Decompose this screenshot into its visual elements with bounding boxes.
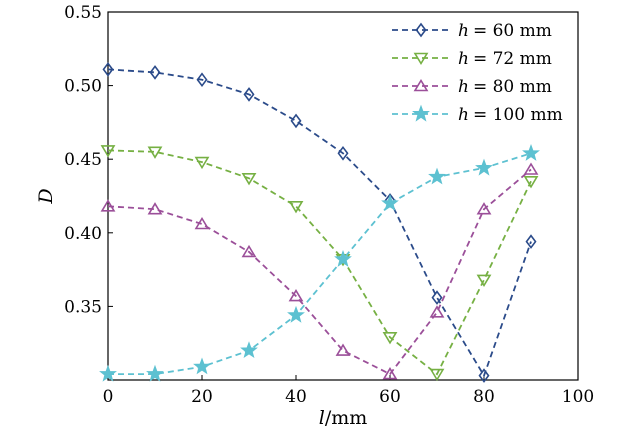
series-line xyxy=(107,149,532,376)
marker-star xyxy=(428,167,446,185)
series-layer xyxy=(99,62,540,383)
marker-triangle-up xyxy=(429,305,445,318)
marker-star xyxy=(146,364,164,382)
marker-diamond xyxy=(290,113,302,129)
x-tick-label: 0 xyxy=(103,387,114,407)
x-axis-label: l/mm xyxy=(319,407,368,429)
marker-triangle-down xyxy=(241,173,257,186)
y-tick-label: 0.45 xyxy=(64,150,102,170)
legend-variable: h xyxy=(458,105,469,125)
marker-diamond xyxy=(243,87,255,102)
series-line xyxy=(107,168,532,376)
marker-triangle-up xyxy=(147,202,163,215)
marker-triangle-down xyxy=(194,156,210,170)
plot-frame xyxy=(107,11,579,381)
marker-star xyxy=(99,364,117,382)
x-axis-variable: l xyxy=(319,407,325,429)
marker-triangle-up xyxy=(194,216,210,230)
marker-triangle-down xyxy=(147,146,163,159)
y-ticks: 0.35 0.40 0.45 0.50 0.55 xyxy=(64,3,113,317)
marker-triangle-down xyxy=(429,368,445,382)
marker-diamond xyxy=(415,22,427,38)
marker-diamond xyxy=(196,72,208,88)
marker-star xyxy=(240,341,258,359)
y-tick-label: 0.35 xyxy=(64,297,102,317)
marker-diamond xyxy=(102,62,114,77)
series-2 xyxy=(100,162,539,380)
marker-triangle-down xyxy=(100,145,116,158)
series-1 xyxy=(100,145,539,382)
marker-triangle-up xyxy=(100,199,116,212)
marker-star xyxy=(475,158,493,176)
marker-star xyxy=(381,194,399,211)
series-line xyxy=(107,68,532,378)
legend: h = 60 mmh = 72 mmh = 80 mmh = 100 mm xyxy=(392,21,563,125)
y-tick-label: 0.55 xyxy=(64,3,102,23)
legend-value: = 72 mm xyxy=(473,49,552,69)
marker-triangle-up xyxy=(382,367,398,380)
series-line xyxy=(108,152,532,376)
legend-variable: h xyxy=(458,77,469,97)
legend-label: h = 80 mm xyxy=(458,77,552,97)
legend-value: = 60 mm xyxy=(473,21,552,41)
legend-entry: h = 100 mm xyxy=(392,104,563,125)
marker-diamond xyxy=(337,145,349,161)
y-tick-label: 0.40 xyxy=(64,224,102,244)
x-axis-unit: /mm xyxy=(325,407,367,429)
marker-star xyxy=(412,104,430,122)
x-tick-label: 20 xyxy=(191,387,213,407)
legend-label: h = 60 mm xyxy=(458,21,552,41)
legend-value: = 80 mm xyxy=(473,77,552,97)
marker-star xyxy=(522,143,540,161)
marker-star xyxy=(334,249,352,267)
marker-triangle-down xyxy=(476,274,492,287)
marker-triangle-up xyxy=(241,244,257,258)
series-0 xyxy=(102,62,537,383)
marker-triangle-down xyxy=(413,52,429,66)
legend-label: h = 72 mm xyxy=(458,49,552,69)
legend-value: = 100 mm xyxy=(473,105,563,125)
marker-triangle-up xyxy=(413,78,429,92)
x-tick-label: 40 xyxy=(285,387,307,407)
marker-triangle-down xyxy=(382,331,398,345)
marker-diamond xyxy=(431,290,443,305)
marker-diamond xyxy=(478,368,490,383)
marker-triangle-down xyxy=(523,176,539,189)
marker-triangle-up xyxy=(335,343,351,356)
marker-triangle-up xyxy=(523,162,539,175)
marker-triangle-up xyxy=(476,202,492,215)
y-tick-label: 0.50 xyxy=(64,77,102,97)
x-tick-label: 60 xyxy=(379,387,401,407)
marker-diamond xyxy=(525,234,537,249)
legend-entry: h = 60 mm xyxy=(392,21,552,41)
series-3 xyxy=(99,143,540,382)
marker-star xyxy=(287,305,305,323)
legend-label: h = 100 mm xyxy=(458,105,563,125)
marker-triangle-down xyxy=(288,201,304,214)
x-tick-label: 80 xyxy=(473,387,495,407)
x-ticks: 0 20 40 60 80 100 xyxy=(103,375,594,407)
legend-entry: h = 72 mm xyxy=(392,49,552,69)
legend-variable: h xyxy=(458,49,469,69)
marker-star xyxy=(193,357,211,375)
legend-entry: h = 80 mm xyxy=(392,77,552,97)
y-axis-label: D xyxy=(35,188,57,204)
legend-variable: h xyxy=(458,21,469,41)
marker-triangle-up xyxy=(288,289,304,302)
marker-diamond xyxy=(149,65,161,80)
x-tick-label: 100 xyxy=(562,387,594,407)
